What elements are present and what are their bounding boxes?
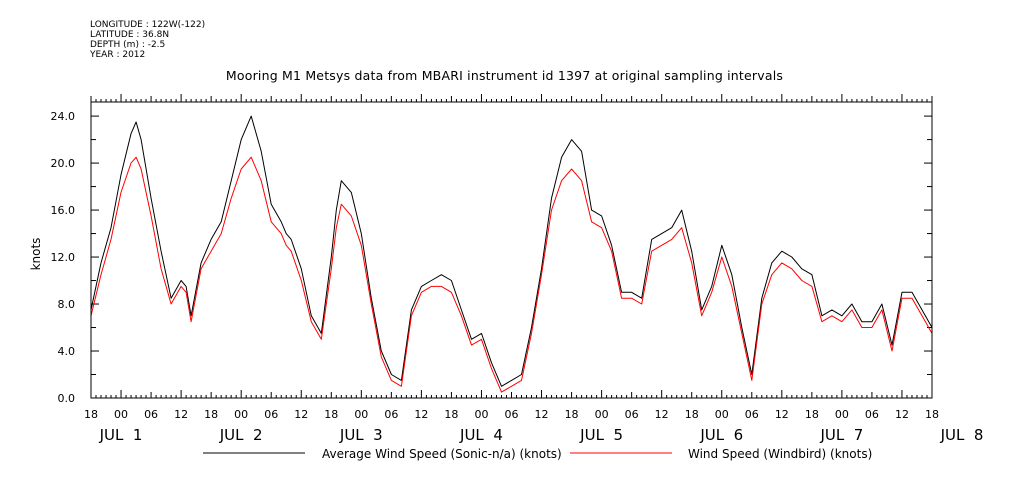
x-tick-label: 06 bbox=[144, 408, 158, 421]
legend-label-windbird: Wind Speed (Windbird) (knots) bbox=[688, 447, 872, 461]
x-tick-label: 18 bbox=[204, 408, 218, 421]
y-tick-label: 0.0 bbox=[58, 392, 76, 405]
station-metadata: LONGITUDE : 122W(-122) LATITUDE : 36.8N … bbox=[90, 20, 205, 60]
day-label: JUL 6 bbox=[699, 426, 743, 444]
x-tick-label: 12 bbox=[535, 408, 549, 421]
x-tick-label: 00 bbox=[114, 408, 128, 421]
y-tick-label: 4.0 bbox=[58, 345, 76, 358]
day-label: JUL 4 bbox=[459, 426, 503, 444]
x-tick-label: 18 bbox=[805, 408, 819, 421]
y-tick-label: 8.0 bbox=[58, 298, 76, 311]
depth-label: DEPTH (m) : -2.5 bbox=[90, 40, 166, 50]
x-tick-label: 00 bbox=[474, 408, 488, 421]
day-label: JUL 2 bbox=[219, 426, 263, 444]
longitude-label: LONGITUDE : 122W(-122) bbox=[90, 20, 206, 30]
day-labels: JUL 1 JUL 2 JUL 3 JUL 4 JUL 5 JUL 6 JUL 7 JUL 8 bbox=[99, 426, 984, 444]
latitude-label: LATITUDE : 36.8N bbox=[90, 30, 170, 40]
x-tick-label: 12 bbox=[414, 408, 428, 421]
x-tick-label: 06 bbox=[625, 408, 639, 421]
year-label: YEAR : 2012 bbox=[90, 50, 146, 60]
x-tick-label: 06 bbox=[745, 408, 759, 421]
series-line-windbird bbox=[90, 156, 933, 393]
x-tick-label: 18 bbox=[84, 408, 98, 421]
x-tick-label: 00 bbox=[835, 408, 849, 421]
day-label: JUL 3 bbox=[339, 426, 383, 444]
x-tick-label: 18 bbox=[444, 408, 458, 421]
day-label: JUL 8 bbox=[940, 426, 984, 444]
y-tick-label: 20.0 bbox=[51, 157, 76, 170]
x-tick-label: 12 bbox=[174, 408, 188, 421]
series-lines bbox=[90, 115, 933, 393]
x-tick-label: 18 bbox=[925, 408, 939, 421]
day-label: JUL 7 bbox=[819, 426, 863, 444]
y-tick-label: 12.0 bbox=[51, 251, 76, 264]
tick-marks bbox=[90, 94, 933, 399]
x-tick-label: 06 bbox=[865, 408, 879, 421]
day-label: JUL 1 bbox=[99, 426, 143, 444]
x-tick-label: 12 bbox=[895, 408, 909, 421]
plot-frame bbox=[90, 101, 933, 399]
x-tick-label: 12 bbox=[294, 408, 308, 421]
series-line-sonic bbox=[90, 115, 933, 387]
chart-title: Mooring M1 Metsys data from MBARI instru… bbox=[225, 68, 784, 83]
legend: Average Wind Speed (Sonic-n/a) (knots) W… bbox=[203, 447, 872, 461]
day-label: JUL 5 bbox=[579, 426, 623, 444]
legend-label-sonic: Average Wind Speed (Sonic-n/a) (knots) bbox=[322, 447, 562, 461]
y-tick-labels: 0.0 4.0 8.0 12.0 16.0 20.0 24.0 bbox=[51, 110, 76, 405]
x-tick-label: 00 bbox=[234, 408, 248, 421]
x-tick-label: 12 bbox=[655, 408, 669, 421]
x-tick-label: 18 bbox=[324, 408, 338, 421]
y-tick-label: 24.0 bbox=[51, 110, 76, 123]
x-tick-label: 06 bbox=[384, 408, 398, 421]
x-tick-label: 00 bbox=[354, 408, 368, 421]
x-tick-label: 12 bbox=[775, 408, 789, 421]
y-tick-label: 16.0 bbox=[51, 204, 76, 217]
y-axis-label: knots bbox=[29, 238, 43, 271]
x-tick-label: 06 bbox=[505, 408, 519, 421]
x-tick-label: 06 bbox=[264, 408, 278, 421]
x-tick-label: 18 bbox=[685, 408, 699, 421]
x-tick-label: 00 bbox=[595, 408, 609, 421]
x-tick-label: 00 bbox=[715, 408, 729, 421]
x-tick-labels: 18 00 06 12 18 00 06 12 18 00 06 12 18 00 06 12 18 00 06 12… bbox=[84, 408, 939, 421]
x-tick-label: 18 bbox=[565, 408, 579, 421]
